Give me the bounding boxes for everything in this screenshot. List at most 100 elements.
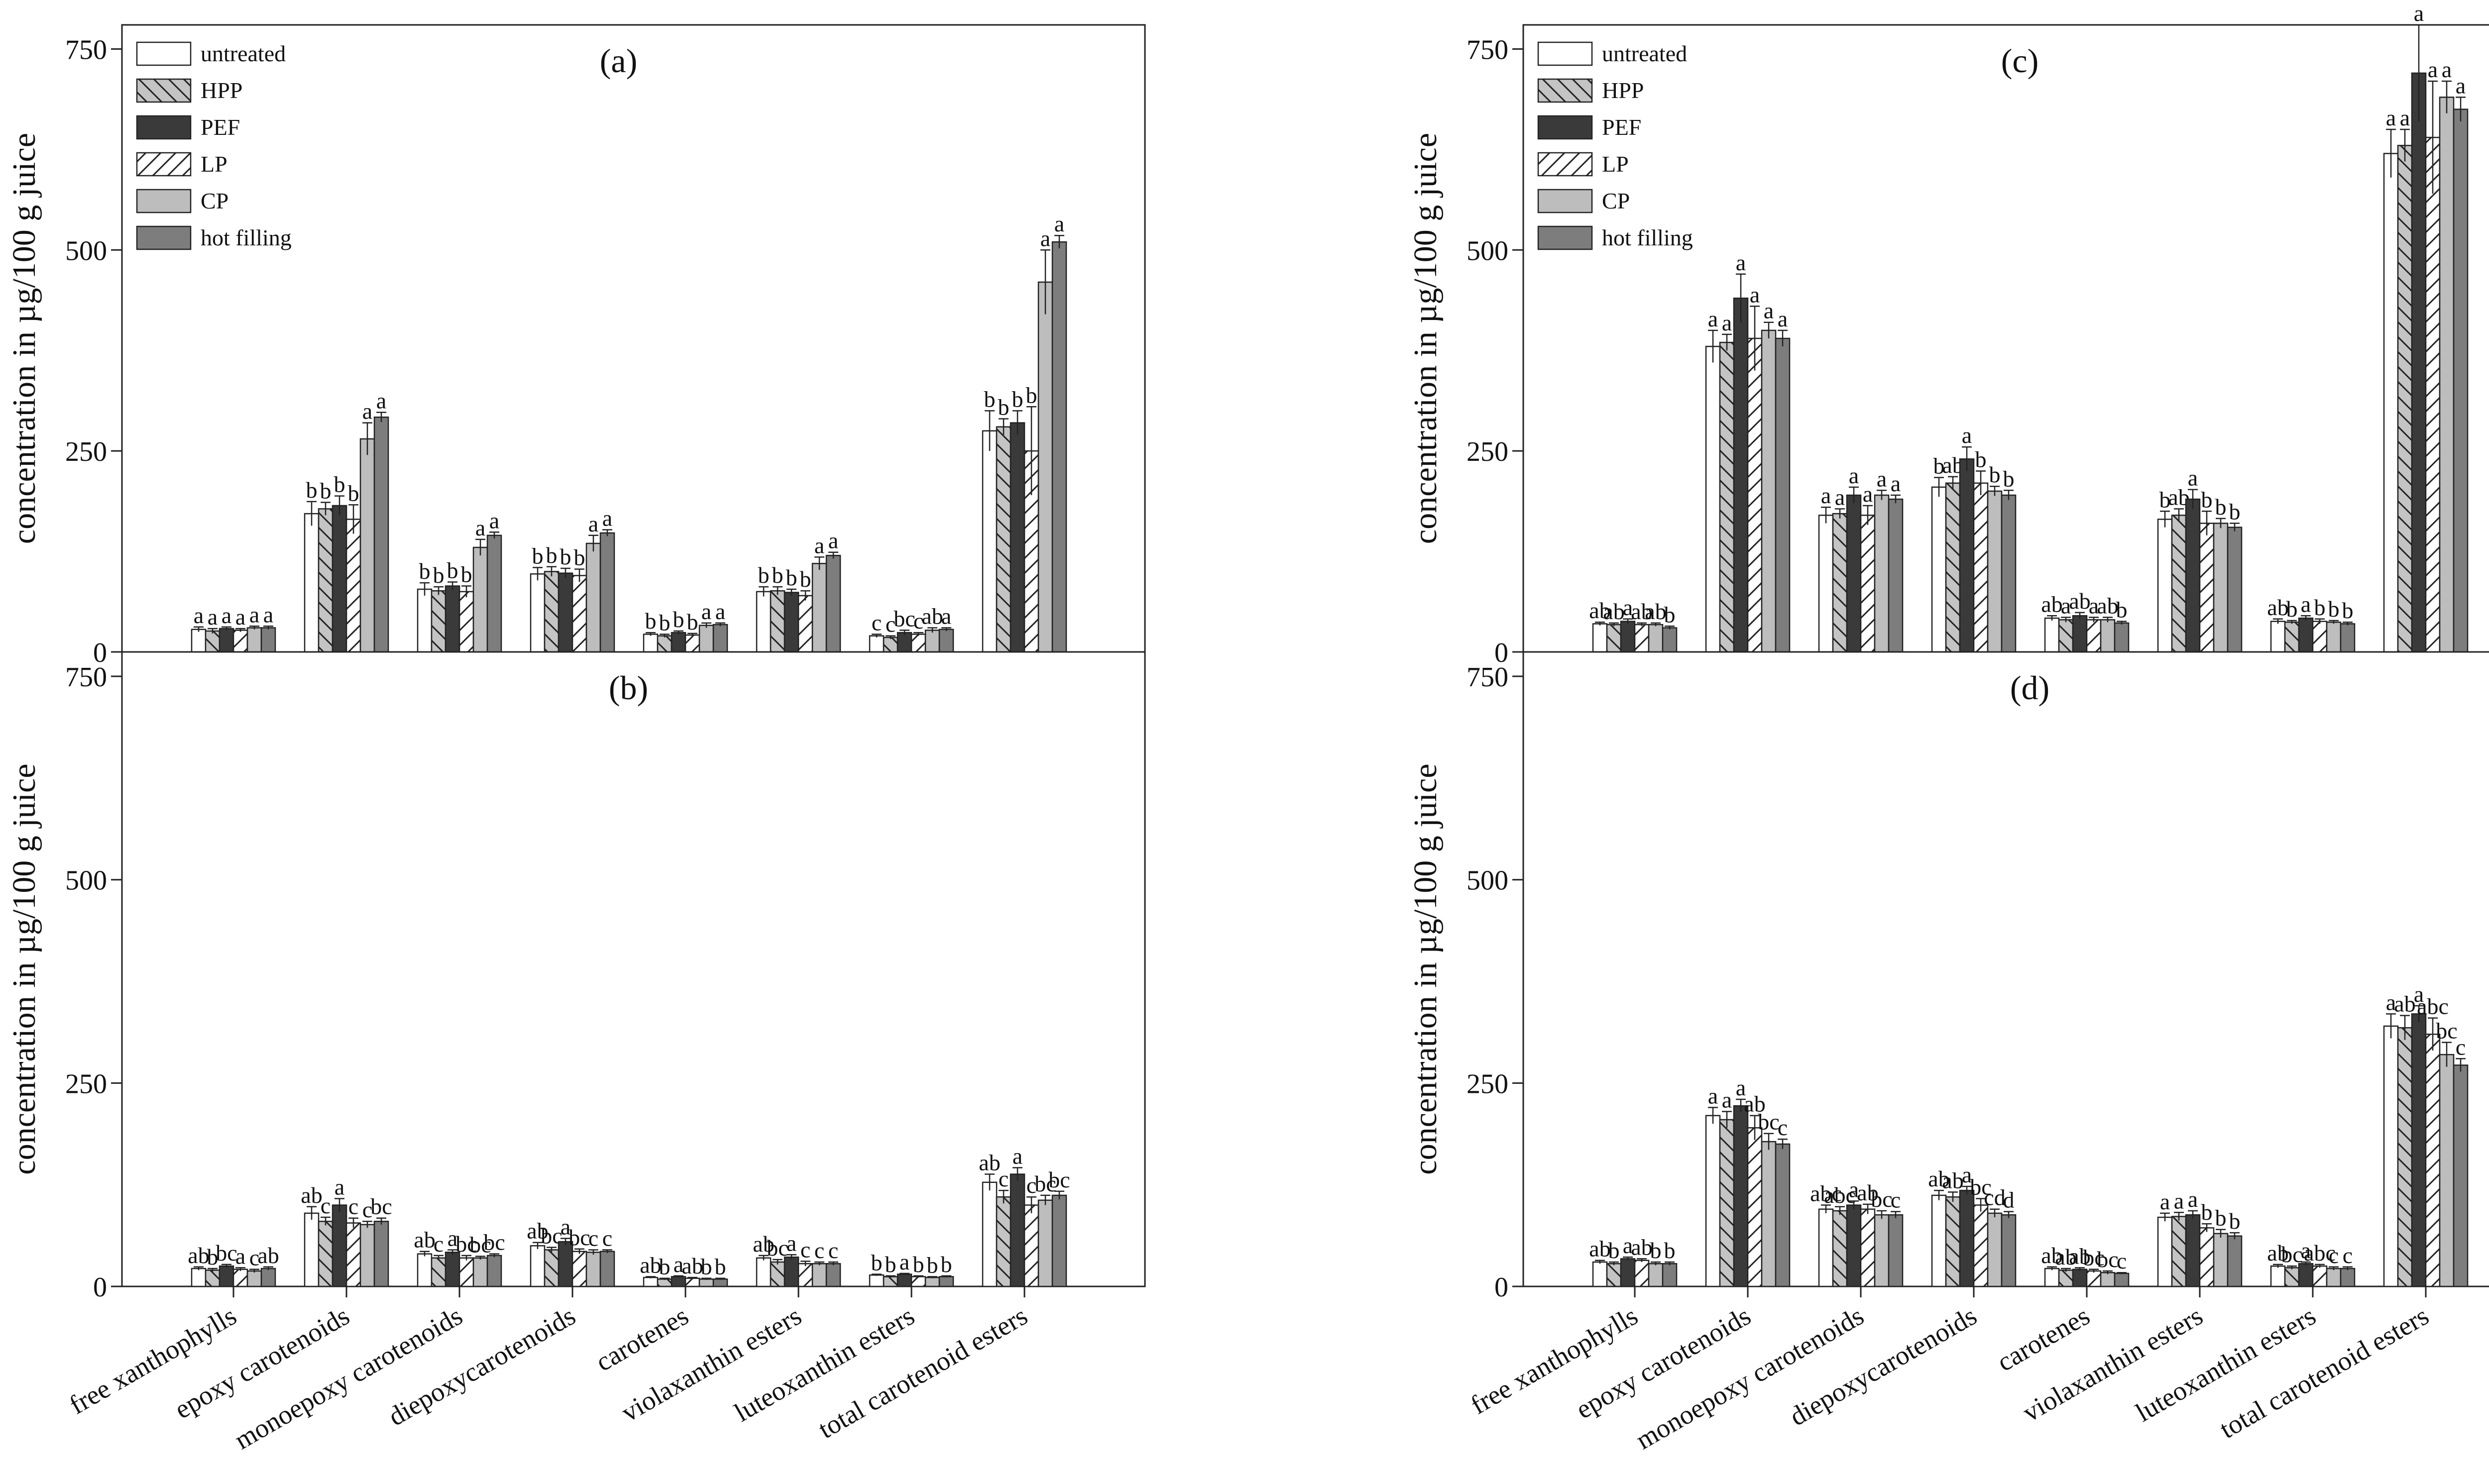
significance-label: c: [588, 1225, 598, 1251]
legend-label: CP: [1602, 188, 1630, 213]
bar: [359, 1224, 375, 1287]
significance-label: b: [1026, 382, 1037, 408]
significance-label: b: [659, 610, 671, 635]
bar: [1874, 1214, 1890, 1287]
significance-label: bc: [2097, 1247, 2118, 1272]
significance-label: bc: [1034, 1171, 1056, 1196]
significance-label: b: [2201, 1199, 2213, 1225]
y-tick-label: 0: [1494, 1272, 1508, 1303]
bar: [2439, 1054, 2455, 1287]
bar: [1747, 337, 1763, 653]
bar: [232, 630, 248, 653]
significance-label: b: [800, 566, 811, 592]
bar: [1959, 458, 1975, 653]
bar: [571, 1251, 587, 1287]
bar: [784, 592, 799, 653]
bar: [2157, 1216, 2173, 1287]
significance-label: ab: [1744, 1091, 1765, 1117]
bar: [2171, 515, 2187, 653]
y-tick-label: 250: [1467, 1068, 1508, 1099]
x-tick-label: diepoxycarotenoids: [383, 1300, 580, 1431]
bar: [530, 573, 546, 653]
bar: [1705, 1115, 1721, 1287]
bar: [2227, 527, 2243, 653]
bar: [2100, 619, 2116, 653]
bar: [2298, 1263, 2314, 1287]
significance-label: abc: [1824, 1182, 1856, 1208]
bar: [712, 1278, 728, 1287]
y-tick-label: 250: [1467, 436, 1508, 467]
significance-label: a: [900, 1249, 909, 1274]
bar: [2312, 1265, 2328, 1287]
legend-label: PEF: [201, 114, 240, 140]
bar: [883, 1276, 899, 1287]
significance-label: a: [1891, 471, 1901, 496]
significance-label: ab: [301, 1182, 322, 1208]
legend-swatch: [1537, 41, 1593, 66]
x-tick-label: total carotenoid esters: [2215, 1300, 2434, 1444]
bar: [643, 1276, 659, 1287]
significance-label: b: [715, 1254, 726, 1279]
significance-label: ab: [2041, 1243, 2062, 1268]
bar: [982, 1181, 998, 1287]
bar: [2284, 621, 2300, 653]
bar: [1719, 341, 1735, 653]
significance-label: a: [602, 505, 612, 530]
legend-label: LP: [201, 151, 227, 177]
y-axis-title: concentration in µg/100 g juice: [6, 133, 42, 544]
bar: [431, 590, 447, 653]
significance-label: b: [673, 607, 684, 632]
legend-swatch: [136, 115, 192, 140]
x-tick-label: diepoxycarotenoids: [1785, 1300, 1982, 1431]
bar: [205, 630, 221, 653]
significance-label: b: [433, 562, 445, 588]
bar: [2072, 1269, 2088, 1287]
bar: [1634, 624, 1650, 653]
bar: [657, 1278, 673, 1287]
significance-label: a: [787, 1230, 796, 1256]
significance-label: c: [2456, 1034, 2466, 1060]
legend-label: LP: [1602, 151, 1629, 177]
y-tick-label: 0: [1494, 637, 1508, 668]
bar: [359, 438, 375, 653]
bar: [756, 591, 772, 653]
significance-label: ab: [2097, 593, 2118, 619]
significance-label: b: [461, 562, 472, 587]
legend-swatch: [1537, 189, 1593, 213]
significance-label: a: [2386, 989, 2396, 1015]
bar: [2058, 619, 2074, 653]
significance-label: ab: [921, 604, 943, 629]
significance-label: bc: [1871, 1186, 1892, 1212]
significance-label: a: [701, 599, 711, 624]
bar: [1931, 486, 1947, 653]
bar: [1775, 1143, 1791, 1287]
significance-label: a: [448, 1225, 457, 1251]
bar: [304, 1212, 320, 1287]
significance-label: a: [2174, 1188, 2184, 1213]
y-tick-label: 750: [1467, 662, 1508, 693]
significance-label: ab: [188, 1243, 209, 1268]
bar: [445, 1252, 460, 1287]
significance-label: b: [1664, 1238, 1676, 1263]
significance-label: b: [1650, 1238, 1662, 1263]
significance-label: b: [1933, 453, 1945, 478]
bar: [332, 1204, 347, 1287]
significance-label: ab: [1645, 599, 1666, 624]
significance-label: a: [362, 399, 372, 424]
significance-label: a: [263, 602, 273, 627]
bar: [897, 632, 912, 653]
bar: [246, 1270, 262, 1287]
legend-label: untreated: [1602, 41, 1687, 66]
bar: [1860, 1208, 1876, 1287]
legend-label: hot filling: [1602, 225, 1693, 250]
bar: [318, 1220, 334, 1287]
significance-label: a: [2301, 1238, 2311, 1263]
bar: [1648, 1263, 1664, 1287]
significance-label: ab: [1603, 599, 1624, 624]
panel-a: 0 250 500 750 concentration in µg/100 g juic…: [6, 24, 1146, 668]
bar: [1037, 1199, 1053, 1287]
legend-label: PEF: [1602, 114, 1641, 140]
significance-label: a: [1708, 306, 1718, 331]
significance-label: b: [885, 1252, 897, 1277]
bar: [345, 1222, 361, 1287]
